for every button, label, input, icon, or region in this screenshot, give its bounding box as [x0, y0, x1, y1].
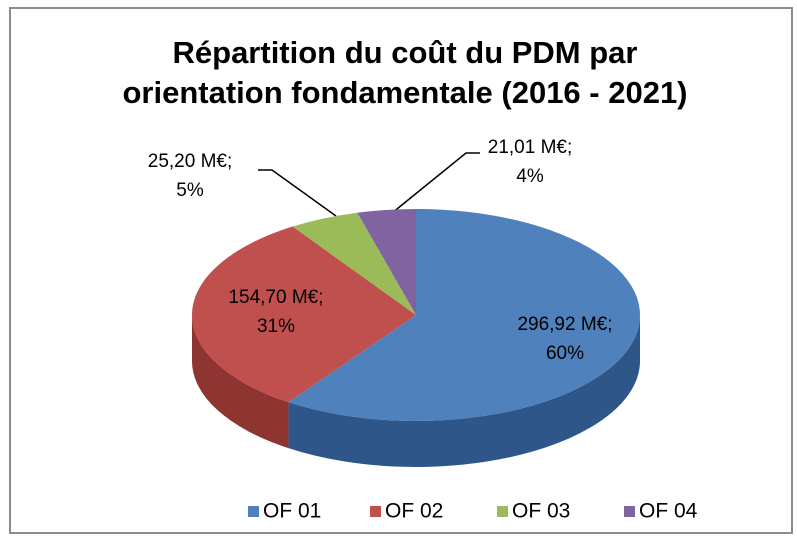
legend-swatch: [248, 506, 259, 517]
chart-title: Répartition du coût du PDM par: [173, 35, 638, 70]
slice-side: [192, 315, 289, 449]
slice-side: [288, 315, 640, 467]
data-label: 25,20 M€;: [148, 151, 233, 172]
data-label: 31%: [257, 316, 295, 337]
data-label: 296,92 M€;: [517, 314, 612, 335]
data-label: 5%: [176, 180, 204, 201]
data-label: 21,01 M€;: [488, 137, 573, 158]
data-label: 60%: [546, 343, 584, 364]
slice: [191, 226, 416, 403]
leader-line: [391, 152, 480, 214]
legend-label: OF 04: [639, 500, 698, 523]
slice: [292, 212, 416, 315]
slice: [288, 209, 640, 421]
legend-swatch: [624, 506, 635, 517]
data-label: 4%: [516, 166, 544, 187]
legend-label: OF 02: [385, 500, 443, 523]
legend-swatch: [497, 506, 508, 517]
legend-label: OF 03: [512, 500, 570, 523]
leader-line: [258, 169, 337, 217]
data-label: 154,70 M€;: [228, 287, 323, 308]
legend-swatch: [370, 506, 381, 517]
legend-label: OF 01: [263, 500, 321, 523]
chart-title: orientation fondamentale (2016 - 2021): [122, 75, 687, 110]
slice: [357, 209, 416, 315]
